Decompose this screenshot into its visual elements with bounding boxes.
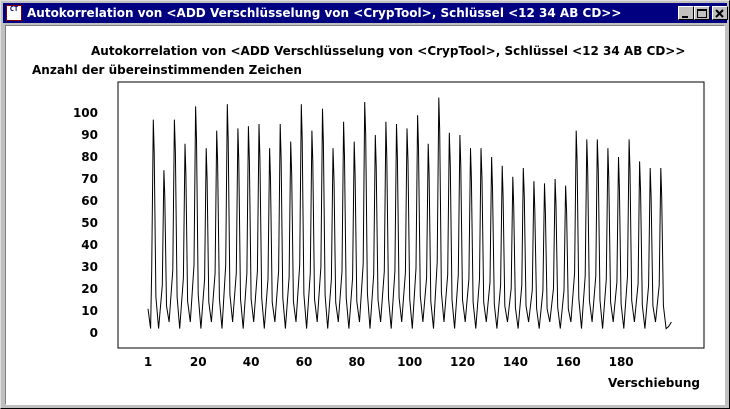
y-tick-label: 80 — [81, 150, 98, 164]
y-tick-label: 50 — [81, 216, 98, 230]
x-tick-label: 20 — [190, 355, 207, 369]
window-title: Autokorrelation von <ADD Verschlüsselung… — [27, 6, 622, 20]
x-tick-label: 60 — [296, 355, 313, 369]
minimize-icon — [682, 16, 688, 18]
minimize-button[interactable] — [678, 6, 694, 20]
y-tick-label: 20 — [81, 282, 98, 296]
close-icon — [715, 9, 724, 18]
plot-frame — [117, 81, 705, 349]
y-tick-label: 90 — [81, 128, 98, 142]
close-button[interactable] — [712, 6, 728, 20]
title-bar[interactable]: CT Autokorrelation von <ADD Verschlüssel… — [3, 3, 728, 23]
y-tick-label: 60 — [81, 194, 98, 208]
y-tick-label: 0 — [90, 326, 98, 340]
y-tick-label: 40 — [81, 238, 98, 252]
x-tick-label: 140 — [503, 355, 528, 369]
autocorrelation-line — [147, 97, 672, 330]
x-tick-label: 100 — [397, 355, 422, 369]
x-tick-label: 160 — [556, 355, 581, 369]
chart-area: Autokorrelation von <ADD Verschlüsselung… — [5, 25, 725, 405]
y-tick-label: 10 — [81, 304, 98, 318]
maximize-button[interactable] — [694, 6, 710, 20]
x-tick-label: 40 — [243, 355, 260, 369]
maximize-icon — [697, 9, 707, 18]
y-tick-label: 30 — [81, 260, 98, 274]
y-tick-label: 100 — [73, 106, 98, 120]
chart-title: Autokorrelation von <ADD Verschlüsselung… — [91, 44, 686, 58]
y-tick-label: 70 — [81, 172, 98, 186]
x-tick-label: 120 — [450, 355, 475, 369]
x-tick-label: 180 — [609, 355, 634, 369]
cryptool-app-icon[interactable]: CT — [6, 5, 22, 21]
x-tick-label: 1 — [144, 355, 152, 369]
x-axis-label: Verschiebung — [607, 376, 700, 390]
x-tick-label: 80 — [348, 355, 365, 369]
y-axis-label: Anzahl der übereinstimmenden Zeichen — [32, 63, 302, 77]
